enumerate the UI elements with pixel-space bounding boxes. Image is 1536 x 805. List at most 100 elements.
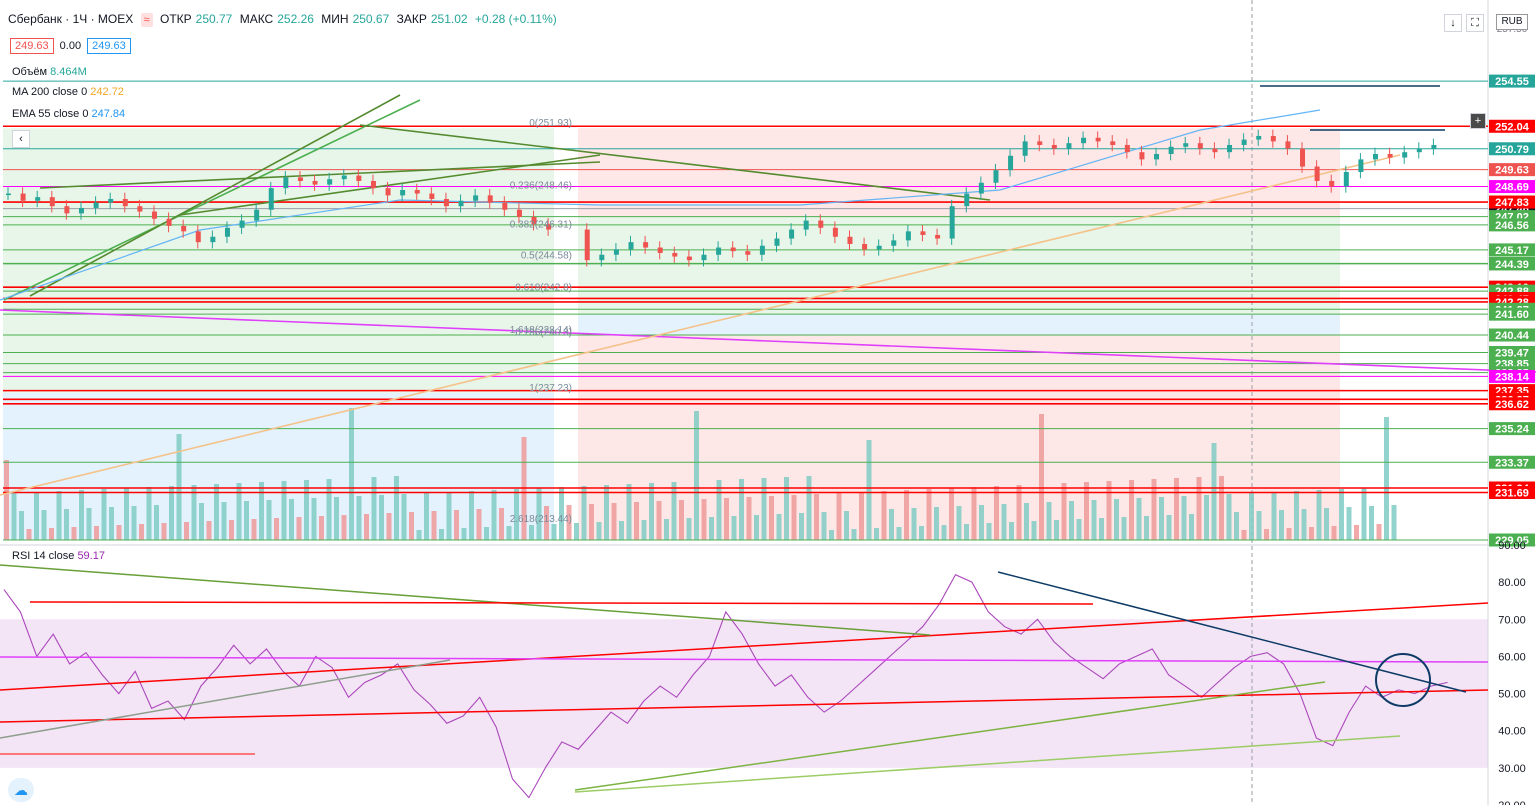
buy-price-box[interactable]: 249.63 bbox=[87, 38, 131, 54]
volume-bar bbox=[544, 506, 549, 540]
alert-icon[interactable]: ≈ bbox=[140, 13, 153, 27]
ema-label: EMA 55 close 0 bbox=[12, 108, 89, 120]
price-axis-label: 231.69 bbox=[1495, 487, 1529, 499]
candle-body bbox=[283, 177, 289, 189]
volume-bar bbox=[154, 505, 159, 540]
volume-bar bbox=[724, 498, 729, 540]
candle-body bbox=[1154, 153, 1160, 160]
collapse-legend-button[interactable]: ‹ bbox=[12, 130, 30, 148]
candle-body bbox=[341, 175, 347, 180]
price-axis-label: 245.17 bbox=[1495, 245, 1529, 257]
volume-bar bbox=[461, 528, 467, 540]
price-axis-label: 246.56 bbox=[1495, 220, 1529, 232]
candle-body bbox=[210, 236, 216, 243]
candle-body bbox=[1241, 139, 1247, 145]
candle-body bbox=[429, 193, 435, 199]
volume-bar bbox=[101, 489, 107, 540]
volume-bar bbox=[611, 503, 617, 540]
price-axis-badge bbox=[1489, 369, 1535, 383]
volume-bar bbox=[281, 481, 287, 540]
candle-body bbox=[487, 195, 493, 203]
low-label: МИН bbox=[321, 12, 349, 26]
volume-bar bbox=[1271, 492, 1277, 540]
trend-line bbox=[39, 161, 601, 189]
rsi-axis-tick: 80.00 bbox=[1498, 577, 1526, 589]
volume-bar bbox=[1301, 509, 1307, 540]
volume-bar bbox=[506, 526, 512, 540]
fullscreen-button[interactable]: ⛶ bbox=[1466, 14, 1484, 32]
volume-bar bbox=[589, 504, 594, 540]
volume-bar bbox=[386, 513, 392, 540]
candle-body bbox=[613, 249, 619, 255]
volume-bar bbox=[371, 477, 377, 540]
fib-zone-red-top bbox=[578, 128, 1340, 217]
fib-zone-blue bbox=[3, 392, 554, 540]
ema-legend[interactable]: EMA 55 close 0 247.84 bbox=[10, 108, 128, 120]
ma-value: 242.72 bbox=[90, 86, 124, 98]
candle-body bbox=[181, 225, 187, 232]
rsi-circle-annotation bbox=[1375, 653, 1431, 707]
volume-bar bbox=[476, 509, 482, 540]
download-button[interactable]: ↓ bbox=[1444, 14, 1462, 32]
tradingview-logo-icon[interactable]: ☁ bbox=[8, 778, 34, 802]
price-axis-label: 238.14 bbox=[1495, 371, 1530, 383]
price-axis-badge bbox=[1489, 257, 1535, 271]
rsi-axis-tick: 50.00 bbox=[1498, 689, 1526, 701]
rsi-label: RSI 14 close bbox=[12, 550, 75, 562]
candle-body bbox=[1416, 148, 1422, 153]
currency-badge[interactable]: RUB bbox=[1496, 14, 1528, 30]
rsi-axis-tick: 90.00 bbox=[1498, 540, 1526, 552]
rsi-legend[interactable]: RSI 14 close 59.17 bbox=[10, 550, 107, 562]
candle-body bbox=[546, 224, 552, 230]
volume-legend[interactable]: Объём 8.464M bbox=[10, 66, 89, 78]
fib-level-label: 2.618(213.44) bbox=[510, 514, 572, 525]
candle-body bbox=[1329, 180, 1335, 187]
volume-bar bbox=[596, 522, 602, 540]
candle-body bbox=[1343, 171, 1349, 187]
candle-body bbox=[356, 175, 362, 181]
sell-price-box[interactable]: 249.63 bbox=[10, 38, 54, 54]
volume-bar bbox=[1196, 477, 1202, 540]
volume-bar bbox=[941, 525, 947, 540]
volume-bar bbox=[1121, 517, 1127, 540]
volume-bar bbox=[761, 478, 767, 540]
volume-bar bbox=[409, 512, 414, 540]
price-axis-badge bbox=[1489, 485, 1535, 499]
volume-bar bbox=[1256, 511, 1262, 540]
volume-bar bbox=[49, 528, 54, 540]
symbol-title[interactable]: Сбербанк · 1Ч · MOEX bbox=[8, 12, 134, 26]
volume-bar bbox=[56, 491, 62, 540]
price-axis-badge bbox=[1489, 328, 1535, 342]
low-value: 250.67 bbox=[352, 12, 390, 26]
open-value: 250.77 bbox=[195, 12, 233, 26]
volume-bar bbox=[1159, 497, 1164, 540]
crosshair-add-button[interactable]: + bbox=[1470, 113, 1486, 129]
rsi-trend-line bbox=[574, 735, 1401, 793]
candle-body bbox=[832, 227, 838, 237]
candle-body bbox=[443, 198, 449, 207]
ma-legend[interactable]: MA 200 close 0 242.72 bbox=[10, 86, 126, 98]
price-axis-label: 248.69 bbox=[1495, 182, 1529, 194]
volume-bar bbox=[176, 434, 182, 540]
candle-body bbox=[327, 179, 333, 185]
volume-bar bbox=[671, 482, 677, 540]
volume-bar bbox=[484, 527, 489, 540]
candle-body bbox=[803, 220, 809, 230]
rsi-trend-line bbox=[0, 602, 1489, 691]
rsi-trend-line bbox=[0, 564, 931, 636]
price-axis-badge bbox=[1489, 307, 1535, 321]
volume-bar bbox=[334, 497, 339, 540]
candle-body bbox=[6, 193, 11, 196]
volume-bar bbox=[1054, 520, 1059, 540]
close-label: ЗАКР bbox=[396, 12, 427, 26]
volume-bar bbox=[956, 506, 962, 540]
candle-body bbox=[643, 242, 649, 248]
volume-value: 8.464M bbox=[50, 66, 87, 78]
volume-bar bbox=[454, 510, 459, 540]
candle-body bbox=[1008, 155, 1014, 171]
volume-bar bbox=[439, 529, 444, 540]
volume-bar bbox=[1129, 480, 1134, 540]
candle-body bbox=[935, 234, 941, 239]
candle-body bbox=[789, 229, 795, 239]
